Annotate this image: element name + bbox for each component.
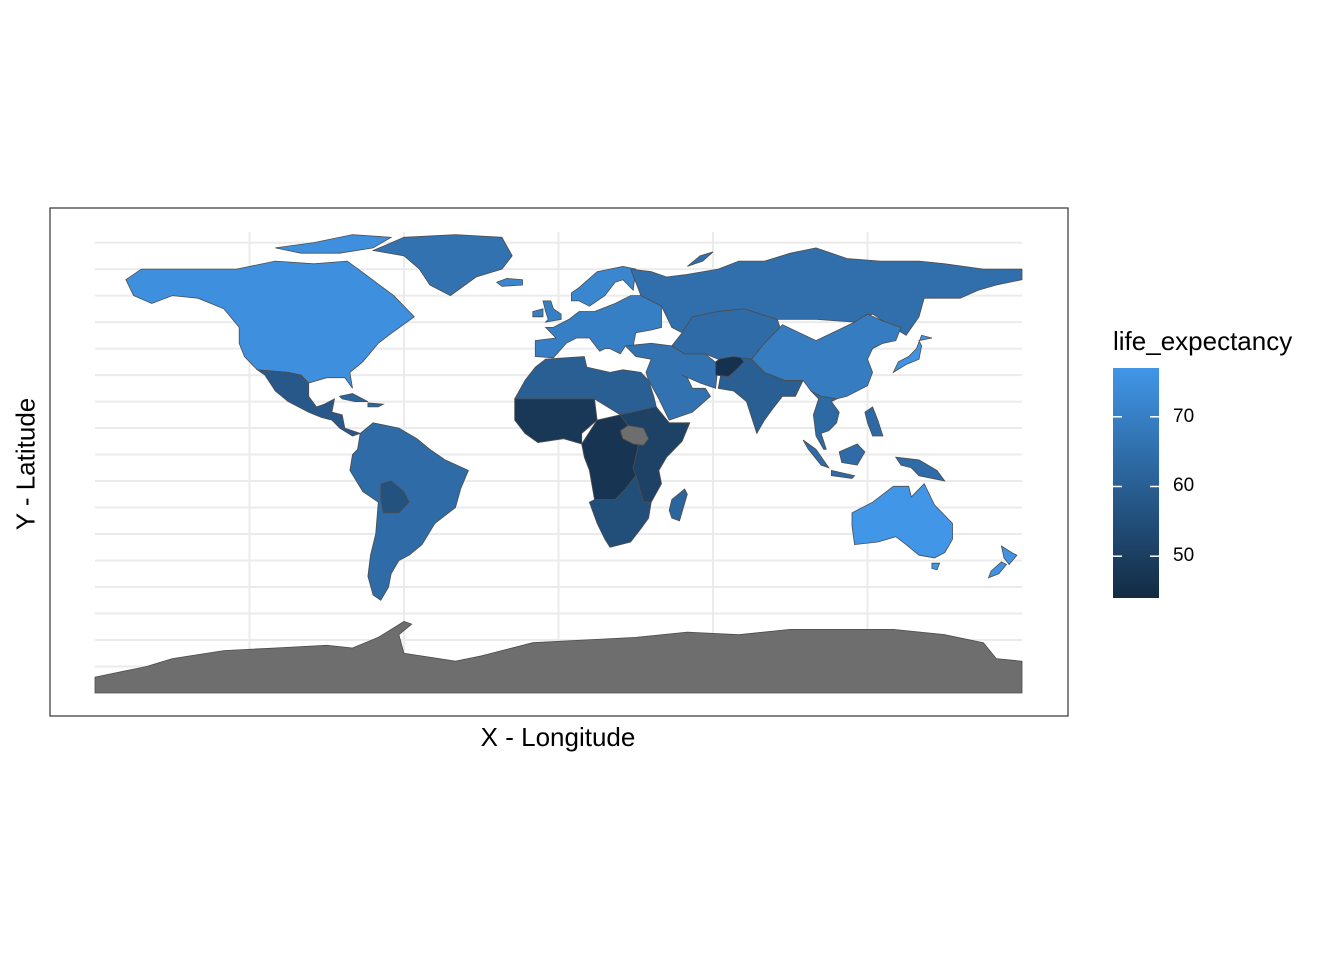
legend-colorbar [1113, 368, 1159, 598]
region-scandinavia [571, 265, 637, 307]
region-north-africa [514, 356, 657, 416]
x-axis-label: X - Longitude [480, 722, 636, 752]
region-iceland [495, 277, 523, 287]
region-west-africa [514, 398, 598, 445]
region-south-america [349, 422, 469, 601]
region-europe [534, 295, 662, 359]
region-europe [542, 300, 562, 323]
region-australia [851, 483, 953, 559]
region-southeast-asia [810, 390, 840, 450]
country-shapes [94, 234, 1023, 694]
legend-gradient-bar [1113, 368, 1159, 598]
region-indonesia [831, 469, 856, 479]
region-greenland [371, 234, 513, 297]
region-indonesia [894, 456, 946, 482]
region-japan [892, 334, 933, 374]
region-russia [687, 251, 714, 267]
region-caribbean [338, 393, 369, 403]
region-new-zealand [1000, 545, 1018, 566]
region-north-america [275, 234, 393, 254]
legend-tick-label: 50 [1173, 545, 1195, 567]
region-southeast-asia [864, 406, 884, 437]
legend-tick-label: 60 [1173, 475, 1195, 497]
region-madagascar [668, 488, 688, 522]
region-china [751, 313, 902, 400]
region-southern-africa [588, 474, 652, 548]
legend-tick-marks [1113, 416, 1159, 557]
legend-tick-label: 70 [1173, 405, 1195, 427]
region-europe [532, 308, 544, 318]
region-australia [931, 562, 941, 571]
y-axis-label: Y - Latitude [10, 397, 41, 531]
legend-title: life_expectancy [1113, 326, 1293, 356]
region-bolivia [380, 480, 410, 514]
region-indonesia [838, 443, 866, 466]
region-caribbean [367, 402, 385, 408]
region-north-america [125, 260, 415, 389]
region-new-zealand [987, 561, 1008, 579]
region-indonesia [802, 439, 830, 469]
region-antarctica [94, 621, 1023, 694]
region-mexico-central [255, 369, 362, 437]
region-south-sudan [619, 424, 650, 446]
